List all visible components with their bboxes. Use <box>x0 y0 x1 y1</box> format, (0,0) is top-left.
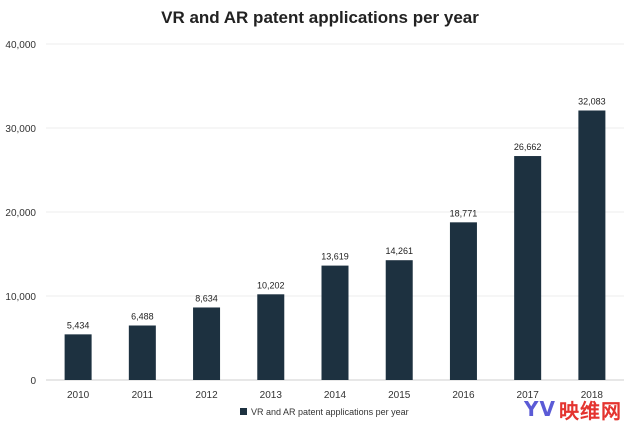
x-tick-label: 2014 <box>324 390 347 401</box>
y-tick-label: 30,000 <box>5 124 36 135</box>
watermark-logo: YV <box>524 397 556 421</box>
data-label: 8,634 <box>195 293 218 303</box>
chart-title: VR and AR patent applications per year <box>161 8 479 27</box>
data-label: 6,488 <box>131 312 154 322</box>
bar <box>321 265 349 380</box>
bar <box>257 294 285 380</box>
data-label: 10,202 <box>257 280 285 290</box>
watermark-text: 映维网 <box>559 398 622 423</box>
bar <box>449 222 477 380</box>
data-label: 14,261 <box>385 246 413 256</box>
x-tick-label: 2016 <box>452 390 475 401</box>
x-tick-label: 2015 <box>388 390 411 401</box>
y-tick-label: 0 <box>30 376 36 387</box>
bar <box>128 325 156 380</box>
data-label: 13,619 <box>321 252 349 262</box>
y-tick-label: 40,000 <box>5 40 36 51</box>
x-tick-label: 2011 <box>132 390 154 401</box>
bar <box>193 307 221 380</box>
legend-label: VR and AR patent applications per year <box>251 407 409 417</box>
x-tick-label: 2018 <box>581 390 604 401</box>
data-label: 5,434 <box>67 320 90 330</box>
data-label: 32,083 <box>578 97 606 107</box>
bar <box>514 156 542 380</box>
x-tick-label: 2017 <box>517 390 540 401</box>
bar <box>64 334 92 380</box>
y-tick-label: 10,000 <box>5 292 36 303</box>
x-tick-label: 2012 <box>195 390 218 401</box>
x-tick-label: 2013 <box>260 390 283 401</box>
bar <box>385 260 413 380</box>
legend-swatch <box>240 408 247 415</box>
data-label: 18,771 <box>450 208 478 218</box>
watermark: YV 映维网 <box>524 396 622 423</box>
data-label: 26,662 <box>514 142 542 152</box>
x-tick-label: 2010 <box>67 390 90 401</box>
y-tick-label: 20,000 <box>5 208 36 219</box>
bar <box>578 110 606 380</box>
